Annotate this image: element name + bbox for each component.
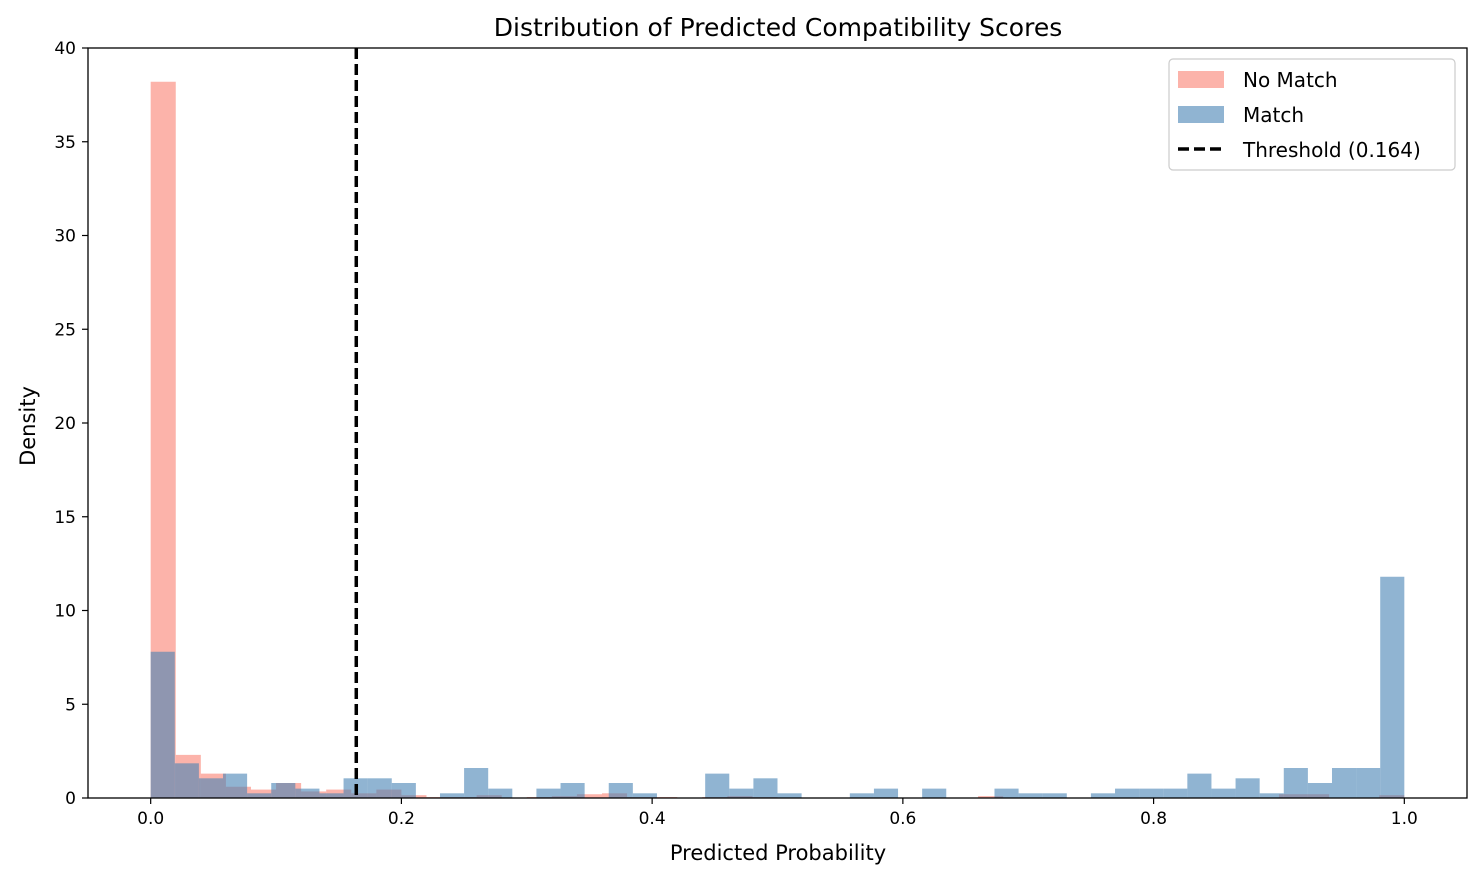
bar-match-6 <box>295 788 320 798</box>
bar-match-44 <box>1211 788 1236 798</box>
bar-match-43 <box>1187 773 1212 798</box>
bar-match-9 <box>367 778 392 798</box>
y-tick-label: 40 <box>54 39 76 59</box>
bar-match-35 <box>994 788 1019 798</box>
bar-match-16 <box>536 788 561 798</box>
bar-no-match-33 <box>978 796 1004 798</box>
x-axis-title: Predicted Probability <box>670 841 886 865</box>
bar-no-match-17 <box>576 794 602 798</box>
legend-frame <box>1168 58 1456 171</box>
bar-match-40 <box>1115 788 1140 798</box>
legend-label-match: Match <box>1243 103 1304 127</box>
bar-match-48 <box>1307 783 1332 798</box>
bar-match-0 <box>150 651 175 798</box>
legend-swatch-match <box>1178 106 1224 123</box>
bar-match-23 <box>705 773 730 798</box>
bar-match-17 <box>560 783 585 798</box>
bar-match-30 <box>873 788 899 798</box>
bar-match-29 <box>849 793 874 798</box>
bar-match-7 <box>319 793 344 798</box>
bar-match-4 <box>247 793 272 798</box>
y-tick-label: 0 <box>65 789 76 809</box>
bar-match-45 <box>1235 778 1260 798</box>
x-tick-label: 0.4 <box>639 809 666 829</box>
ticks-layer: 0.0 0.2 0.4 0.6 0.8 1.0 0 5 10 15 20 25 30 35 40 <box>54 39 1417 829</box>
bar-match-46 <box>1259 793 1284 798</box>
y-tick-label: 30 <box>54 227 76 247</box>
bar-match-10 <box>391 783 416 798</box>
bar-match-3 <box>223 773 248 798</box>
y-tick-label: 35 <box>54 133 76 153</box>
legend-label-no-match: No Match <box>1243 68 1338 92</box>
y-tick-label: 5 <box>65 695 76 715</box>
bar-match-42 <box>1163 788 1188 798</box>
bar-match-32 <box>922 788 947 798</box>
bar-match-12 <box>439 793 465 798</box>
bar-match-49 <box>1331 768 1357 798</box>
x-tick-label: 0.0 <box>137 809 164 829</box>
legend: No Match Match Threshold (0.164) <box>1168 58 1456 171</box>
bar-match-1 <box>174 763 199 798</box>
bar-match-5 <box>271 783 296 798</box>
bar-match-14 <box>488 788 513 798</box>
bar-match-41 <box>1139 788 1164 798</box>
bar-match-37 <box>1042 793 1067 798</box>
bar-match-50 <box>1356 768 1381 798</box>
bar-match-13 <box>464 768 489 798</box>
y-tick-label: 15 <box>54 508 76 528</box>
bar-match-19 <box>608 783 633 798</box>
bar-match-36 <box>1018 793 1043 798</box>
legend-label-threshold: Threshold (0.164) <box>1242 138 1421 162</box>
bar-match-51 <box>1380 576 1405 798</box>
y-tick-label: 10 <box>54 602 76 622</box>
bar-match-24 <box>729 788 754 798</box>
bar-match-25 <box>753 778 778 798</box>
x-tick-label: 1.0 <box>1391 809 1418 829</box>
x-tick-label: 0.2 <box>388 809 415 829</box>
series-no-match-bars <box>150 81 1405 798</box>
y-axis-title: Density <box>16 386 40 466</box>
y-tick-label: 20 <box>54 414 76 434</box>
bar-match-39 <box>1090 793 1116 798</box>
bar-match-2 <box>198 778 224 798</box>
bar-match-20 <box>632 793 657 798</box>
series-match-bars <box>150 576 1405 798</box>
legend-swatch-no-match <box>1178 71 1224 88</box>
chart-title: Distribution of Predicted Compatibility … <box>494 13 1062 42</box>
y-tick-label: 25 <box>54 320 76 340</box>
bar-match-26 <box>777 793 802 798</box>
bar-match-47 <box>1283 768 1308 798</box>
x-tick-label: 0.8 <box>1140 809 1167 829</box>
x-tick-label: 0.6 <box>889 809 916 829</box>
